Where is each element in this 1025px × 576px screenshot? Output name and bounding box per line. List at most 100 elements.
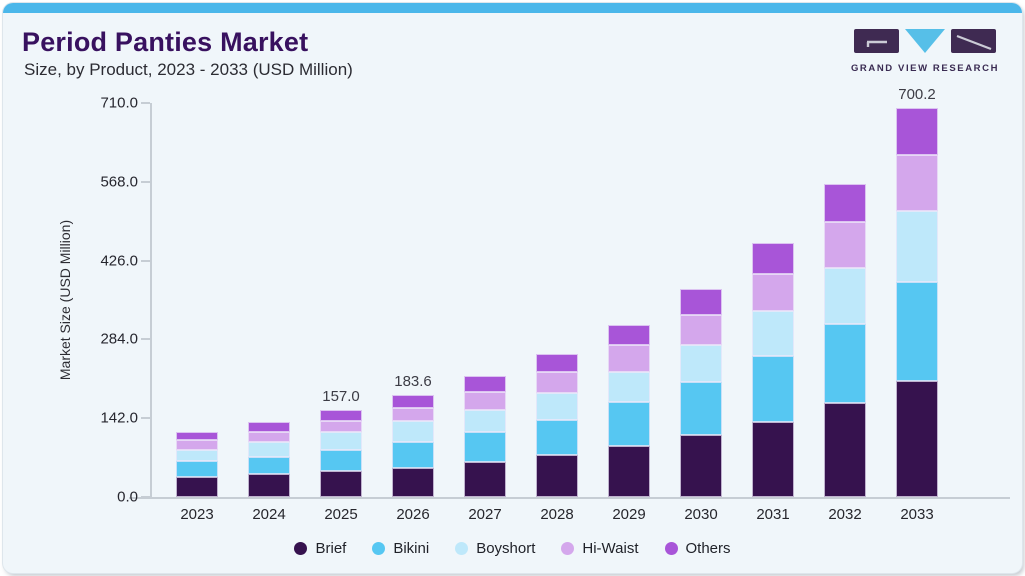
bar-column-2033: 700.2 2033 xyxy=(881,86,953,523)
x-axis-label-2026: 2026 xyxy=(396,506,430,523)
bar-segment-brief-2026 xyxy=(392,467,434,497)
stacked-bar-2031 xyxy=(752,242,794,497)
bar-segment-hi-waist-2026 xyxy=(392,408,434,422)
gvr-logo-icon xyxy=(854,29,996,53)
legend-label-brief: Brief xyxy=(315,540,347,557)
bar-segment-others-2028 xyxy=(536,353,578,373)
y-tick-mark xyxy=(141,259,150,262)
bar-column-2029: 2029 xyxy=(593,103,665,523)
y-tick-mark xyxy=(141,102,150,104)
bar-segment-boyshort-2028 xyxy=(536,392,578,420)
x-axis-label-2023: 2023 xyxy=(180,506,214,523)
logo-wordmark: GRAND VIEW RESEARCH xyxy=(850,63,1000,74)
bar-total-label-2026: 183.6 xyxy=(394,373,432,391)
y-tick-label: 0.0 xyxy=(117,488,138,506)
plot-area: 0.0 142.0 284.0 426.0 568.0 710.0 2023 2024 157.… xyxy=(100,86,1010,523)
y-tick-label: 710.0 xyxy=(100,94,138,112)
bar-segment-boyshort-2030 xyxy=(680,345,722,383)
bar-segment-bikini-2025 xyxy=(320,449,362,472)
bar-segment-hi-waist-2032 xyxy=(824,222,866,268)
bar-segment-hi-waist-2025 xyxy=(320,421,362,433)
x-axis-label-2024: 2024 xyxy=(252,506,286,523)
bar-segment-boyshort-2023 xyxy=(176,449,218,462)
bar-segment-boyshort-2032 xyxy=(824,267,866,324)
y-tick-mark xyxy=(141,338,150,341)
legend-item-others: Others xyxy=(664,540,731,557)
bar-segment-brief-2030 xyxy=(680,435,722,497)
page-subtitle: Size, by Product, 2023 - 2033 (USD Milli… xyxy=(24,60,353,79)
y-tick-mark xyxy=(141,417,150,420)
bar-column-2024: 2024 xyxy=(233,103,305,523)
grand-view-research-logo: GRAND VIEW RESEARCH xyxy=(850,28,1000,74)
bar-segment-hi-waist-2029 xyxy=(608,345,650,372)
bar-segment-bikini-2032 xyxy=(824,323,866,403)
y-tick-label: 142.0 xyxy=(100,409,138,427)
bar-segment-hi-waist-2031 xyxy=(752,274,794,312)
bar-segment-boyshort-2027 xyxy=(464,410,506,432)
bar-segment-boyshort-2031 xyxy=(752,311,794,357)
bar-column-2030: 2030 xyxy=(665,103,737,523)
y-tick-label: 426.0 xyxy=(100,252,138,270)
legend-label-hi-waist: Hi-Waist xyxy=(582,540,639,557)
x-axis-tick-extension xyxy=(129,497,150,499)
stacked-bar-2032 xyxy=(824,183,866,497)
x-axis-label-2027: 2027 xyxy=(468,506,502,523)
y-tick-mark xyxy=(141,180,150,183)
legend-dot-bikini-icon xyxy=(372,542,386,555)
bar-segment-bikini-2023 xyxy=(176,461,218,478)
bar-column-2026: 183.6 2026 xyxy=(377,103,449,523)
legend-item-bikini: Bikini xyxy=(372,540,429,557)
x-axis-label-2033: 2033 xyxy=(900,506,934,523)
bar-segment-hi-waist-2027 xyxy=(464,391,506,411)
stacked-bar-2025 xyxy=(320,409,362,497)
bar-segment-boyshort-2025 xyxy=(320,432,362,450)
bar-segment-hi-waist-2024 xyxy=(248,432,290,443)
stacked-bar-2033 xyxy=(896,108,938,497)
bar-total-label-2033: 700.2 xyxy=(898,86,936,104)
bar-segment-bikini-2033 xyxy=(896,282,938,381)
legend-item-hi-waist: Hi-Waist xyxy=(561,540,639,557)
bar-segment-hi-waist-2033 xyxy=(896,154,938,212)
bar-column-2032: 2032 xyxy=(809,103,881,523)
x-axis-label-2030: 2030 xyxy=(684,506,718,523)
bar-segment-boyshort-2024 xyxy=(248,442,290,457)
bar-segment-boyshort-2033 xyxy=(896,211,938,283)
x-axis-label-2028: 2028 xyxy=(540,506,574,523)
bar-segment-others-2031 xyxy=(752,242,794,275)
top-accent-bar xyxy=(3,3,1022,13)
y-axis-title: Market Size (USD Million) xyxy=(57,219,73,381)
bar-segment-boyshort-2029 xyxy=(608,371,650,403)
stacked-bar-2029 xyxy=(608,324,650,497)
legend-label-bikini: Bikini xyxy=(393,540,430,557)
x-axis-label-2032: 2032 xyxy=(828,506,862,523)
bar-segment-brief-2024 xyxy=(248,473,290,497)
bar-segment-bikini-2026 xyxy=(392,442,434,468)
chart-legend: Brief Bikini Boyshort Hi-Waist Others xyxy=(3,540,1022,557)
bar-segment-brief-2033 xyxy=(896,380,938,497)
bar-segment-others-2025 xyxy=(320,409,362,422)
stacked-bar-2030 xyxy=(680,288,722,497)
x-axis-label-2029: 2029 xyxy=(612,506,646,523)
stacked-bar-2023 xyxy=(176,431,218,497)
bar-segment-others-2027 xyxy=(464,376,506,392)
y-tick-label: 568.0 xyxy=(100,173,138,191)
bar-segment-brief-2032 xyxy=(824,402,866,497)
bar-segment-others-2032 xyxy=(824,183,866,223)
bar-segment-others-2033 xyxy=(896,108,938,155)
x-axis-label-2031: 2031 xyxy=(756,506,790,523)
report-card: Period Panties Market Size, by Product, … xyxy=(3,3,1022,573)
stacked-bar-2027 xyxy=(464,376,506,497)
stacked-bar-2024 xyxy=(248,421,290,497)
bar-segment-bikini-2027 xyxy=(464,431,506,462)
legend-dot-others-icon xyxy=(664,542,678,555)
bar-segment-brief-2025 xyxy=(320,471,362,497)
bar-segment-brief-2029 xyxy=(608,446,650,497)
bar-column-2023: 2023 xyxy=(161,103,233,523)
bar-segment-hi-waist-2030 xyxy=(680,314,722,346)
bar-segment-brief-2027 xyxy=(464,461,506,497)
page-title: Period Panties Market xyxy=(22,27,309,57)
bar-segment-hi-waist-2028 xyxy=(536,372,578,393)
bar-segment-others-2030 xyxy=(680,288,722,315)
legend-dot-hi-waist-icon xyxy=(561,542,575,555)
bar-segment-others-2024 xyxy=(248,421,290,433)
